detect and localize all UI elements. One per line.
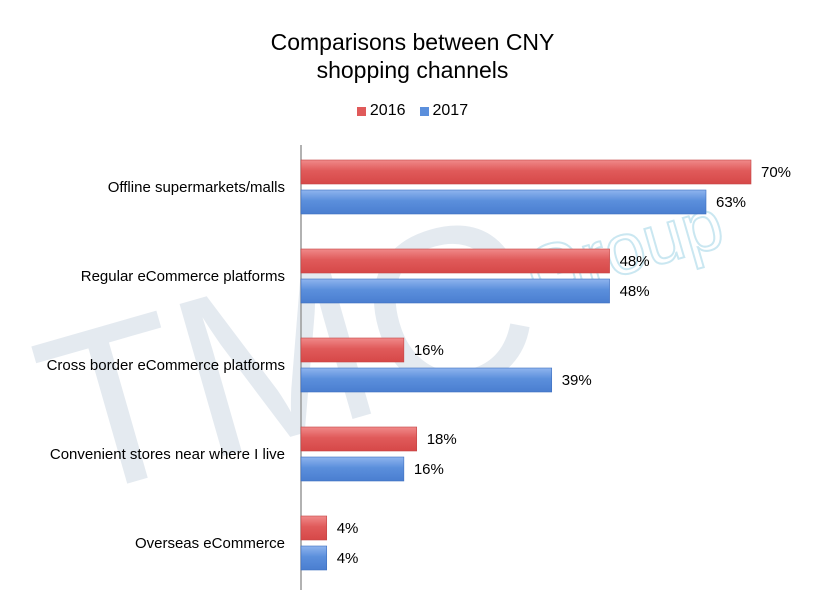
legend-label-2016: 2016 (369, 102, 406, 119)
data-label-2016: 70% (761, 164, 791, 181)
legend-item-2016: 2016 (356, 102, 406, 120)
bar-2016 (300, 515, 328, 541)
chart-legend: 2016 2017 (0, 102, 825, 120)
data-label-2016: 48% (620, 253, 650, 270)
bar-2016 (300, 159, 752, 185)
chart-title-line-2: shopping channels (316, 57, 509, 83)
data-label-2017: 63% (716, 194, 746, 211)
data-label-2017: 4% (337, 550, 359, 567)
category-label: Regular eCommerce platforms (81, 268, 285, 285)
chart-title: Comparisons between CNY shopping channel… (0, 28, 825, 84)
bar-2016 (300, 426, 418, 452)
legend-swatch-2016 (356, 106, 366, 116)
bar-2016 (300, 337, 405, 363)
bar-2017 (300, 278, 610, 304)
category-label: Offline supermarkets/malls (108, 179, 285, 196)
legend-item-2017: 2017 (419, 102, 469, 120)
data-label-2016: 16% (414, 342, 444, 359)
data-label-2017: 48% (620, 283, 650, 300)
legend-swatch-2017 (419, 106, 429, 116)
category-label: Cross border eCommerce platforms (47, 357, 285, 374)
legend-label-2017: 2017 (432, 102, 469, 119)
bar-2017 (300, 545, 328, 571)
data-label-2017: 39% (562, 372, 592, 389)
category-label: Convenient stores near where I live (50, 446, 285, 463)
data-label-2016: 18% (427, 431, 457, 448)
bar-2017 (300, 456, 405, 482)
data-label-2017: 16% (414, 461, 444, 478)
chart-title-line-1: Comparisons between CNY (270, 29, 555, 55)
category-label: Overseas eCommerce (135, 535, 285, 552)
data-label-2016: 4% (337, 520, 359, 537)
bar-2017 (300, 189, 707, 215)
bar-2017 (300, 367, 553, 393)
bar-2016 (300, 248, 610, 274)
